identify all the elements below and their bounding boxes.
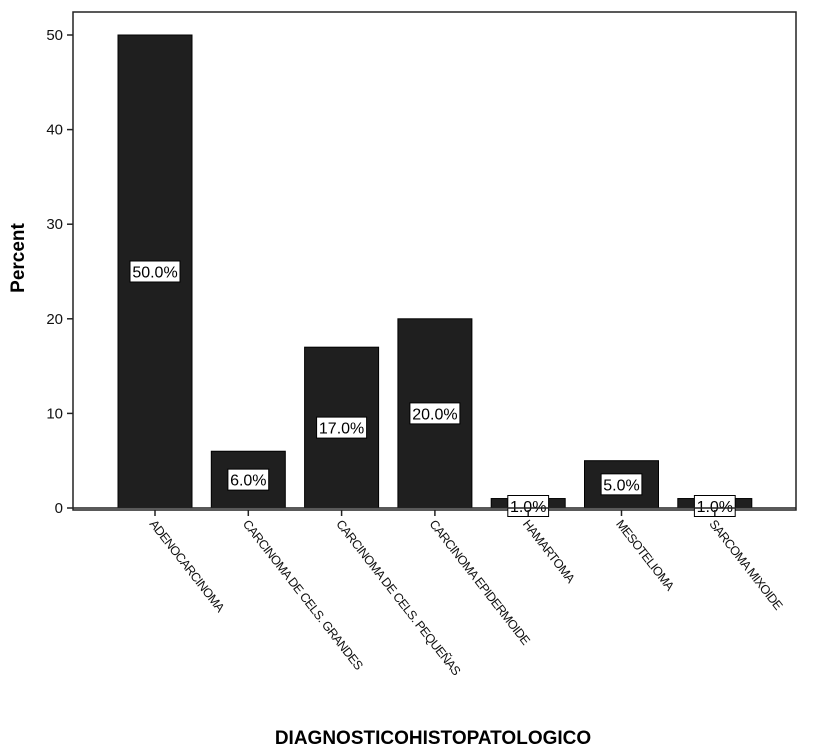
y-tick-label: 20 [46, 311, 63, 328]
x-axis: ADENOCARCINOMA CARCINOMA DE CELS. GRANDES… [73, 507, 796, 678]
x-category-label: ADENOCARCINOMA [147, 517, 228, 615]
data-label: 50.0% [132, 265, 177, 282]
data-labels-group: 50.0%6.0%17.0%20.0%1.0%5.0%1.0% [129, 260, 736, 517]
y-axis-title: Percent [8, 222, 29, 292]
data-label: 5.0% [603, 477, 639, 494]
data-label-box [227, 468, 270, 491]
data-label: 20.0% [412, 406, 457, 423]
data-label-box [129, 260, 181, 283]
data-label-box [600, 473, 643, 496]
bars-group [117, 34, 753, 509]
data-label-box [316, 416, 368, 439]
x-axis-title: DIAGNOSTICOHISTOPATOLOGICO [275, 728, 591, 749]
y-tick-label: 0 [55, 500, 63, 517]
x-category-label: SARCOMA MIXOIDE [706, 517, 785, 612]
x-category-label: MESOTELIOMA [613, 517, 677, 594]
x-category-label: CARCINOMA EPIDERMOIDE [427, 517, 533, 647]
y-axis: 0 10 20 30 40 50 [46, 27, 73, 517]
data-label: 17.0% [319, 421, 364, 438]
y-tick-label: 30 [46, 216, 63, 233]
y-tick-label: 40 [46, 122, 63, 139]
y-tick-label: 10 [46, 405, 63, 422]
data-label-box [507, 495, 550, 517]
data-label: 6.0% [230, 473, 266, 490]
y-tick-label: 50 [46, 27, 63, 44]
x-category-label: HAMARTOMA [520, 517, 578, 586]
data-label-box [409, 402, 461, 425]
data-label-box [693, 495, 736, 517]
